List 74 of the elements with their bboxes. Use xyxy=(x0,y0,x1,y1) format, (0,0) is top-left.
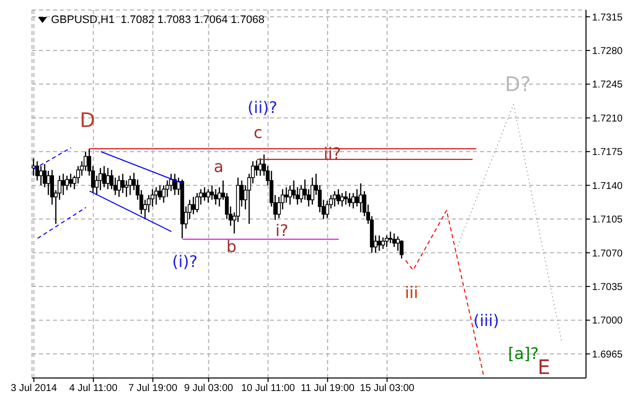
x-tick-label: 15 Jul 03:00 xyxy=(360,383,415,394)
x-tick-label: 9 Jul 03:00 xyxy=(184,383,234,394)
annotation: iii xyxy=(404,283,418,302)
y-tick-label: 1.7175 xyxy=(592,147,624,158)
annotation: (i)? xyxy=(172,252,198,272)
candlestick xyxy=(348,192,352,208)
candlestick xyxy=(254,160,258,176)
annotation: (iii) xyxy=(473,310,500,330)
candlestick xyxy=(98,167,102,191)
y-tick-label: 1.7245 xyxy=(592,80,624,91)
candlestick xyxy=(65,175,69,191)
candlestick xyxy=(124,180,128,198)
candlestick xyxy=(358,182,363,213)
candlestick xyxy=(106,167,110,190)
candlestick xyxy=(61,173,66,196)
y-tick-label: 1.7070 xyxy=(592,248,624,260)
x-tick-label: 3 Jul 2014 xyxy=(10,383,58,394)
candlestick xyxy=(258,158,262,176)
y-tick-label: 1.7140 xyxy=(592,180,624,192)
candlestick xyxy=(351,192,356,210)
candlestick xyxy=(202,186,206,202)
candlestick xyxy=(384,234,389,248)
annotation: a xyxy=(214,157,224,176)
candlestick xyxy=(340,192,344,208)
chart-title: GBPUSD,H1 1.7082 1.7083 1.7064 1.7068 xyxy=(51,14,264,26)
x-tick-label: 4 Jul 11:00 xyxy=(69,383,118,394)
y-tick-label: 1.7035 xyxy=(592,282,624,294)
x-tick-label: 7 Jul 19:00 xyxy=(128,383,178,394)
candlestick xyxy=(388,230,392,244)
annotation: D? xyxy=(504,72,531,96)
candlestick xyxy=(206,188,210,204)
candlestick xyxy=(210,184,214,200)
candlestick xyxy=(381,236,385,250)
candlestick xyxy=(32,158,36,176)
y-tick-label: 1.7105 xyxy=(592,214,624,226)
candlestick xyxy=(377,234,382,252)
candlestick xyxy=(284,186,288,204)
candlestick xyxy=(39,165,43,186)
candlestick xyxy=(310,177,314,206)
candlestick xyxy=(332,190,337,208)
y-tick-label: 1.7210 xyxy=(592,113,624,124)
candlestick xyxy=(400,240,404,260)
annotation: i? xyxy=(275,220,288,240)
candlestick xyxy=(344,190,348,206)
annotation: c xyxy=(254,123,262,142)
candlestick xyxy=(355,188,359,208)
annotation: E xyxy=(538,354,550,379)
candlestick xyxy=(214,188,218,206)
y-tick-label: 1.7315 xyxy=(592,12,624,24)
candlestick xyxy=(288,184,292,206)
candlestick xyxy=(195,192,199,213)
candlestick xyxy=(46,170,50,196)
y-tick-label: 1.6965 xyxy=(592,349,624,360)
candlestick xyxy=(191,196,196,215)
y-tick-label: 1.7000 xyxy=(592,316,624,327)
candlestick xyxy=(158,184,162,200)
annotation: [a]? xyxy=(508,344,539,364)
candlestick xyxy=(120,173,125,194)
candlestick xyxy=(154,186,158,206)
candlestick xyxy=(68,173,73,188)
candlestick xyxy=(84,151,88,172)
annotation: D xyxy=(80,108,96,132)
x-tick-label: 10 Jul 11:00 xyxy=(241,383,296,394)
annotation: ii? xyxy=(324,144,341,163)
y-tick-label: 1.7280 xyxy=(592,46,624,58)
candlestick xyxy=(392,232,396,248)
candlestick xyxy=(162,184,166,204)
annotation: (ii)? xyxy=(248,98,278,117)
candlestick xyxy=(102,165,106,188)
candlestick xyxy=(336,188,340,206)
x-tick-label: 11 Jul 19:00 xyxy=(300,383,355,394)
annotation: b xyxy=(226,237,237,256)
candlestick xyxy=(117,175,121,198)
candlestick xyxy=(128,175,132,196)
